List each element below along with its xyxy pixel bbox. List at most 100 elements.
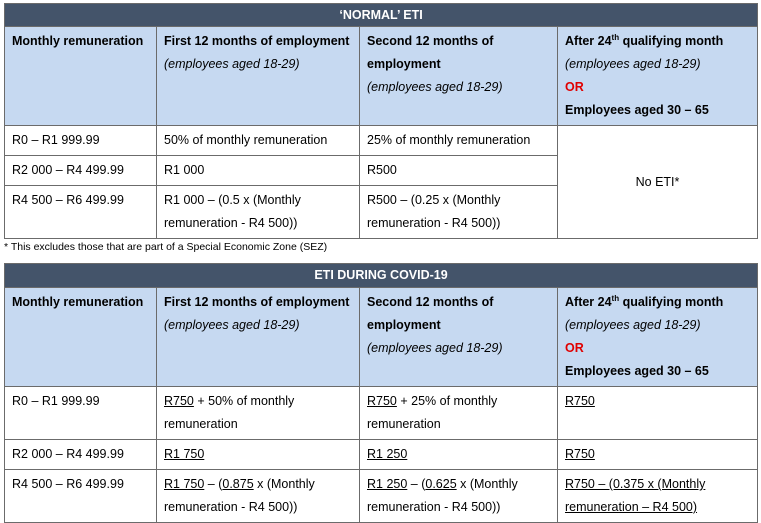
cell-text: R1 000 – (0.5 x (Monthly remuneration - …	[164, 193, 301, 230]
header-sub: (employees aged 18-29)	[164, 57, 300, 71]
cell-text: R1 250	[367, 477, 408, 491]
cell-text: 50% of monthly remuneration	[164, 133, 328, 147]
header-cell: First 12 months of employment (employees …	[156, 26, 360, 126]
cell-text: R4 500 – R6 499.99	[12, 193, 124, 207]
cell-text: R750	[164, 394, 194, 408]
data-row: R0 – R1 999.99 50% of monthly remuneratio…	[4, 125, 759, 239]
header-main: After 24th qualifying month	[565, 30, 750, 53]
cell-text: R500 – (0.25 x (Monthly remuneration - R…	[367, 193, 501, 230]
cell: 25% of monthly remuneration	[359, 125, 558, 156]
header-cell: First 12 months of employment (employees …	[156, 287, 360, 387]
cell-text: R1 750	[164, 477, 205, 491]
cell-text: 0.625	[425, 477, 457, 491]
header-alt: Employees aged 30 – 65	[565, 364, 709, 378]
title-row: ETI DURING COVID-19	[3, 263, 759, 288]
data-row: R4 500 – R6 499.99 R1 750 – (0.875 x (Mon…	[4, 469, 759, 523]
cell: 50% of monthly remuneration	[156, 125, 360, 156]
data-row: R2 000 – R4 499.99 R1 000 R500	[4, 155, 758, 186]
cell: R500	[359, 155, 558, 186]
cell-text: + 50% of monthly remuneration	[164, 394, 295, 431]
cell-text: R2 000 – R4 499.99	[12, 447, 124, 461]
header-row: Monthly remuneration First 12 months of e…	[4, 26, 759, 126]
data-row: R4 500 – R6 499.99 R1 000 – (0.5 x (Month…	[4, 185, 758, 239]
header-or: OR	[565, 80, 584, 94]
header-sub: (employees aged 18-29)	[565, 318, 701, 332]
cell: R750	[556, 386, 759, 440]
cell: R4 500 – R6 499.99	[4, 185, 157, 239]
cell-text: R750	[565, 447, 595, 461]
header-alt: Employees aged 30 – 65	[565, 103, 709, 117]
header-text: Monthly remuneration	[12, 34, 144, 48]
cell-text: R750 – (0.375 x (Monthly remuneration – …	[565, 477, 706, 514]
header-text: First 12 months of employment	[164, 34, 350, 48]
header-sub: (employees aged 18-29)	[367, 80, 503, 94]
cell: R750	[556, 439, 759, 470]
header-text: qualifying month	[619, 295, 724, 309]
table: ETI DURING COVID-19 Monthly remuneration F…	[3, 263, 759, 523]
header-text: qualifying month	[619, 34, 724, 48]
cell: R4 500 – R6 499.99	[4, 469, 157, 523]
header-text: First 12 months of employment	[164, 295, 350, 309]
header-sup: th	[611, 32, 620, 42]
cell: R1 000	[156, 155, 360, 186]
cell: R0 – R1 999.99	[4, 125, 157, 156]
table-title: ETI DURING COVID-19	[3, 263, 759, 288]
header-text: Second 12 months of employment	[367, 295, 494, 332]
header-or: OR	[565, 341, 584, 355]
cell: R1 750	[156, 439, 360, 470]
cell: R2 000 – R4 499.99	[4, 155, 157, 186]
header-sub: (employees aged 18-29)	[367, 341, 503, 355]
header-cell: Second 12 months of employment (employees…	[359, 26, 558, 126]
header-main: First 12 months of employment	[164, 30, 352, 53]
header-main: Monthly remuneration	[12, 291, 149, 314]
footnote: * This excludes those that are part of a…	[4, 241, 328, 253]
cell: R1 250	[359, 439, 558, 470]
header-main: First 12 months of employment	[164, 291, 352, 314]
cell: R2 000 – R4 499.99	[4, 439, 157, 470]
data-row: R0 – R1 999.99 R750 + 50% of monthly remu…	[4, 386, 759, 440]
cell-text: – (	[407, 477, 426, 491]
data-row: R2 000 – R4 499.99 R1 750 R1 250 R750	[4, 439, 759, 470]
header-main: After 24th qualifying month	[565, 291, 750, 314]
cell-text: R4 500 – R6 499.99	[12, 477, 124, 491]
header-main: Second 12 months of employment	[367, 291, 550, 337]
cell-text: R1 250	[367, 447, 408, 461]
header-cell: Monthly remuneration	[4, 26, 157, 126]
cell: R500 – (0.25 x (Monthly remuneration - R…	[359, 185, 558, 239]
cell: R750 + 50% of monthly remuneration	[156, 386, 360, 440]
header-text: Second 12 months of employment	[367, 34, 494, 71]
header-row: Monthly remuneration First 12 months of e…	[4, 287, 759, 387]
cell-text: R1 000	[164, 163, 205, 177]
title-row: ‘NORMAL’ ETI	[3, 3, 759, 27]
cell-text: R500	[367, 163, 397, 177]
header-main: Monthly remuneration	[12, 30, 149, 53]
cell: R750 + 25% of monthly remuneration	[359, 386, 558, 440]
header-cell: After 24th qualifying month (employees ag…	[556, 26, 759, 126]
merged-cell: No ETI*	[556, 125, 759, 239]
header-sup: th	[611, 293, 620, 303]
header-text: Monthly remuneration	[12, 295, 144, 309]
header-text: After 24	[565, 295, 612, 309]
cell: R750 – (0.375 x (Monthly remuneration – …	[556, 469, 759, 523]
header-cell: Second 12 months of employment (employees…	[359, 287, 558, 387]
page: ‘NORMAL’ ETI Monthly remuneration First 12…	[3, 3, 759, 523]
table: ‘NORMAL’ ETI Monthly remuneration First 12…	[3, 3, 759, 239]
header-text: After 24	[565, 34, 612, 48]
cell-text: R0 – R1 999.99	[12, 394, 100, 408]
cell: R1 250 – (0.625 x (Monthly remuneration …	[359, 469, 558, 523]
header-cell: After 24th qualifying month (employees ag…	[556, 287, 759, 387]
table-title: ‘NORMAL’ ETI	[3, 3, 759, 27]
cell-text: 0.875	[222, 477, 254, 491]
cell: R0 – R1 999.99	[4, 386, 157, 440]
cell-text: R750	[367, 394, 397, 408]
cell-text: R0 – R1 999.99	[12, 133, 100, 147]
cell-text: – (	[204, 477, 223, 491]
cell-text: R1 750	[164, 447, 205, 461]
header-main: Second 12 months of employment	[367, 30, 550, 76]
header-cell: Monthly remuneration	[4, 287, 157, 387]
cell: R1 750 – (0.875 x (Monthly remuneration …	[156, 469, 360, 523]
cell: R1 000 – (0.5 x (Monthly remuneration - …	[156, 185, 360, 239]
cell-text: R2 000 – R4 499.99	[12, 163, 124, 177]
cell-text: + 25% of monthly remuneration	[367, 394, 498, 431]
cell-text: R750	[565, 394, 595, 408]
